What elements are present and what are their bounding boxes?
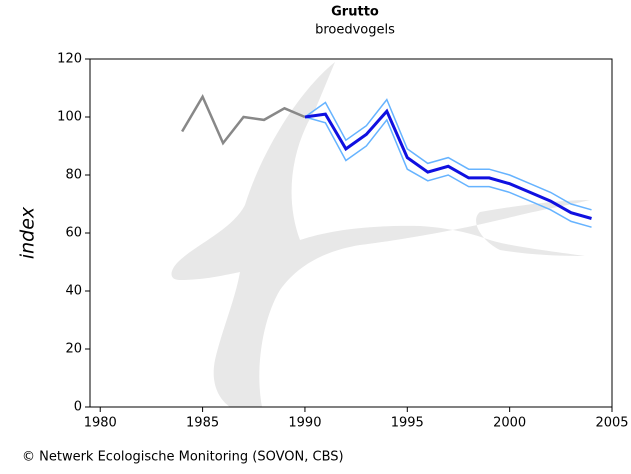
x-tick-label: 1990 (288, 416, 321, 431)
x-tick-label: 2005 (595, 416, 628, 431)
swallow-silhouette (172, 62, 591, 407)
series-line (305, 100, 592, 210)
y-tick-label: 20 (65, 342, 82, 357)
x-tick-label: 1995 (391, 416, 424, 431)
y-tick-label: 40 (65, 284, 82, 299)
y-tick-label: 0 (74, 400, 82, 415)
chart-title: Grutto (331, 5, 379, 20)
x-tick-label: 1985 (186, 416, 219, 431)
series-line (305, 117, 592, 227)
y-tick-label: 120 (57, 52, 82, 67)
footer: © Netwerk Ecologische Monitoring (SOVON,… (22, 450, 344, 465)
page: {"chart_data": {"type": "line", "title":… (0, 0, 631, 474)
x-tick-label: 1980 (84, 416, 117, 431)
y-tick-label: 80 (65, 168, 82, 183)
chart-subtitle: broedvogels (315, 23, 395, 38)
y-tick-label: 100 (57, 110, 82, 125)
x-tick-label: 2000 (493, 416, 526, 431)
y-axis-label: index (17, 206, 39, 259)
chart: Grutto broedvogels index © Netwerk Ecolo… (0, 0, 631, 474)
y-tick-label: 60 (65, 226, 82, 241)
